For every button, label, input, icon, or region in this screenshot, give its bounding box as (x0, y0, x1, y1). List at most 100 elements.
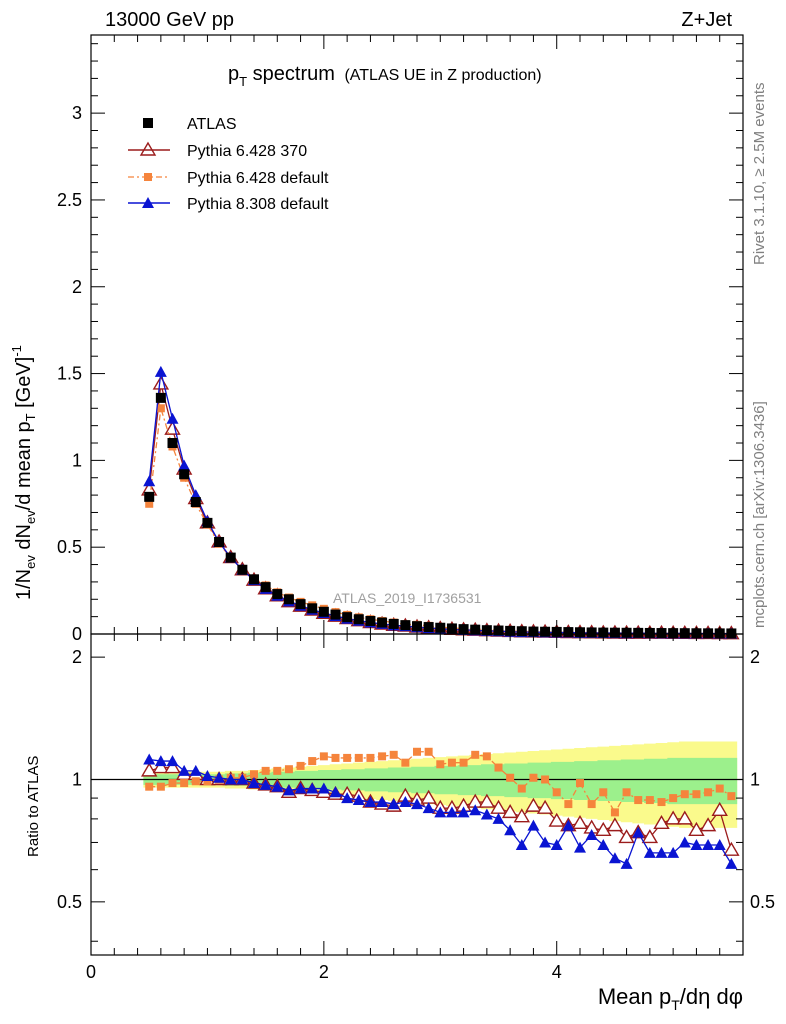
series-py6-default-ratio-point (308, 757, 317, 766)
series-py6-default-ratio-point (680, 790, 689, 799)
series-py8-main-point (166, 412, 179, 424)
series-py8-ratio-point (189, 764, 202, 776)
x-tick-label: 0 (86, 962, 96, 982)
series-py8-ratio-point (376, 796, 389, 808)
legend-label-py8: Pythia 8.308 default (187, 196, 329, 213)
series-py6-370-ratio-point (571, 814, 589, 830)
series-atlas-point (167, 438, 178, 449)
series-py8-ratio-point (504, 824, 517, 836)
series-py8-ratio-point (469, 804, 482, 816)
series-py6-default-ratio-point (494, 763, 503, 772)
series-atlas-point (249, 574, 259, 585)
series-py6-370-ratio-point (606, 817, 624, 832)
series-py6-370-ratio-point (140, 762, 158, 777)
x-tick-label: 2 (319, 962, 329, 982)
legend-marker-py8 (142, 197, 154, 208)
series-py6-370-ratio-point (618, 829, 635, 844)
series-py6-default-ratio-point (156, 782, 165, 791)
series-atlas-point (144, 491, 155, 502)
series-py8-ratio-point (213, 771, 226, 783)
series-py6-default-ratio-point (727, 792, 736, 801)
series-py6-default-ratio-point (564, 800, 573, 809)
series-py6-370-ratio-point (501, 803, 519, 819)
series-py8-ratio-point (515, 838, 528, 850)
series-atlas-point (342, 612, 353, 623)
series-py8-ratio-point (364, 796, 377, 808)
series-py6-default-ratio-point (389, 750, 398, 759)
series-py6-370-ratio-point (711, 801, 728, 816)
series-py6-default-ratio-point (319, 752, 328, 761)
series-atlas-point (225, 552, 236, 563)
legend-marker-py6-default (144, 173, 152, 181)
series-atlas-point (318, 606, 329, 617)
series-py6-default-ratio-point (482, 752, 491, 761)
rivet-label: Rivet 3.1.10, ≥ 2.5M events (751, 83, 768, 266)
legend: ATLAS Pythia 6.428 370 Pythia 6.428 defa… (128, 116, 329, 213)
series-atlas-point (307, 603, 318, 614)
series-py6-default-ratio-point (447, 758, 456, 767)
series-py8-main-point (143, 475, 156, 487)
series-py8-ratio-point (539, 836, 552, 848)
series-py8-ratio-point (434, 806, 447, 818)
series-atlas-point (214, 536, 225, 547)
series-py6-370-ratio-point (536, 799, 554, 814)
series-atlas-point (190, 497, 201, 508)
y-tick-label: 3 (72, 103, 82, 123)
ratio-y-tick-label: 1 (72, 769, 82, 789)
series-py8-ratio-point (154, 755, 167, 767)
series-atlas-point (423, 622, 434, 633)
series-atlas-point (656, 628, 667, 639)
y-tick-label: 1.5 (57, 364, 82, 384)
series-py6-370-ratio-point (688, 821, 705, 836)
series-py6-370-ratio-point (595, 821, 612, 836)
legend-marker-atlas (143, 118, 153, 128)
series-py6-default-ratio-point (273, 766, 282, 775)
series-py6-default-ratio-point (506, 773, 515, 782)
series-atlas-point (155, 392, 166, 403)
ratio-y-tick-label: 0.5 (57, 892, 82, 912)
series-py8-ratio-point (597, 838, 610, 850)
series-atlas-point (272, 589, 283, 600)
series-py6-default-ratio-point (529, 773, 538, 782)
series-py6-default-ratio-point (587, 800, 596, 809)
series-py6-default-ratio-point (424, 747, 433, 756)
series-atlas-point (516, 626, 527, 637)
y-axis-label-main: 1/Nev dNev/d mean pT [GeV]-1 (9, 345, 38, 600)
series-py8-ratio-point (236, 773, 249, 785)
series-py8-ratio-point (352, 794, 365, 806)
series-py6-default-ratio-point (284, 765, 293, 774)
series-py6-default-ratio-point (634, 796, 643, 805)
y-tick-label: 0.5 (57, 537, 82, 557)
series-atlas-point (679, 628, 690, 639)
series-py8-ratio-point (562, 819, 575, 831)
ratio-y-tick-label-right: 0.5 (750, 892, 775, 912)
series-py6-370-ratio-point (164, 759, 181, 774)
series-py8-main-point (154, 365, 167, 377)
series-py6-default-ratio-point (715, 784, 724, 793)
series-py6-default-ratio-point (343, 753, 352, 762)
series-py6-370-ratio-point (664, 810, 682, 825)
series-py8-ratio-point (655, 846, 668, 858)
series-py8-ratio-point (550, 838, 563, 850)
series-py6-default-ratio-point (191, 777, 200, 786)
series-py6-370-ratio-point (641, 829, 659, 844)
series-py8-ratio-point (457, 806, 470, 818)
series-py6-default-ratio-point (180, 779, 189, 788)
series-py8-ratio-point (632, 826, 645, 838)
series-py8-ratio-point (166, 755, 179, 767)
series-atlas-point (703, 628, 714, 639)
series-py8-ratio-point (201, 769, 214, 781)
series-py8-ratio-point (620, 857, 633, 869)
series-atlas-point (540, 626, 551, 637)
legend-label-atlas: ATLAS (187, 116, 237, 133)
series-py6-default-ratio-point (704, 788, 713, 797)
series-atlas-point (179, 469, 190, 480)
series-py6-370-ratio-point (152, 759, 170, 774)
series-py8-ratio-point (178, 764, 191, 776)
series-py6-default-ratio-point (378, 752, 387, 761)
series-py6-default-ratio-point (250, 770, 258, 779)
plot-title: pT spectrum (ATLAS UE in Z production) (228, 63, 542, 89)
series-py8-main-point (178, 459, 191, 471)
series-py6-default-ratio (145, 747, 736, 817)
